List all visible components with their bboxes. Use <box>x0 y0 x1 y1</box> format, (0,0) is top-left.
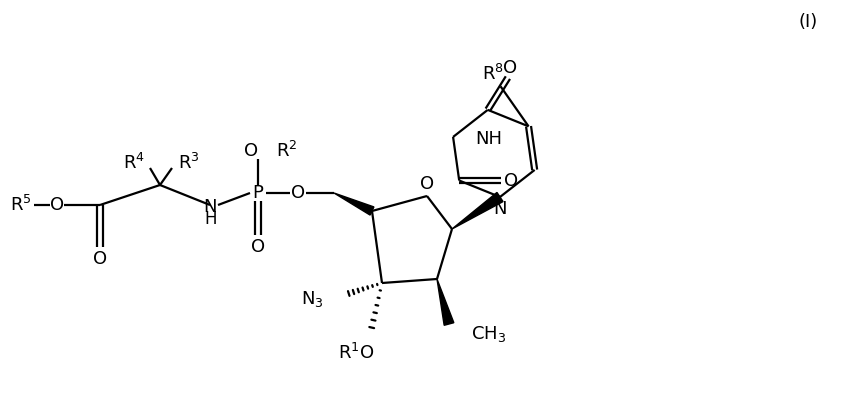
Text: N$_3$: N$_3$ <box>301 289 323 309</box>
Text: R$^8$: R$^8$ <box>481 64 503 84</box>
Text: R$^5$: R$^5$ <box>10 195 32 215</box>
Text: O: O <box>419 175 434 193</box>
Text: H: H <box>204 210 217 228</box>
Text: O: O <box>504 171 517 189</box>
Text: R$^3$: R$^3$ <box>178 153 199 173</box>
Text: (I): (I) <box>798 13 817 31</box>
Text: R$^4$: R$^4$ <box>123 153 145 173</box>
Text: O: O <box>502 59 517 76</box>
Text: R$^1$O: R$^1$O <box>338 343 374 363</box>
Text: NH: NH <box>474 130 501 148</box>
Text: P: P <box>252 184 263 202</box>
Polygon shape <box>452 192 502 229</box>
Text: N: N <box>493 200 506 218</box>
Text: R$^2$: R$^2$ <box>276 141 297 161</box>
Polygon shape <box>333 193 374 215</box>
Text: O: O <box>93 250 107 268</box>
Text: N: N <box>203 198 217 216</box>
Polygon shape <box>436 279 453 325</box>
Text: O: O <box>290 184 305 202</box>
Text: O: O <box>244 142 257 160</box>
Text: CH$_3$: CH$_3$ <box>470 324 506 344</box>
Text: O: O <box>50 196 64 214</box>
Text: O: O <box>251 238 265 256</box>
